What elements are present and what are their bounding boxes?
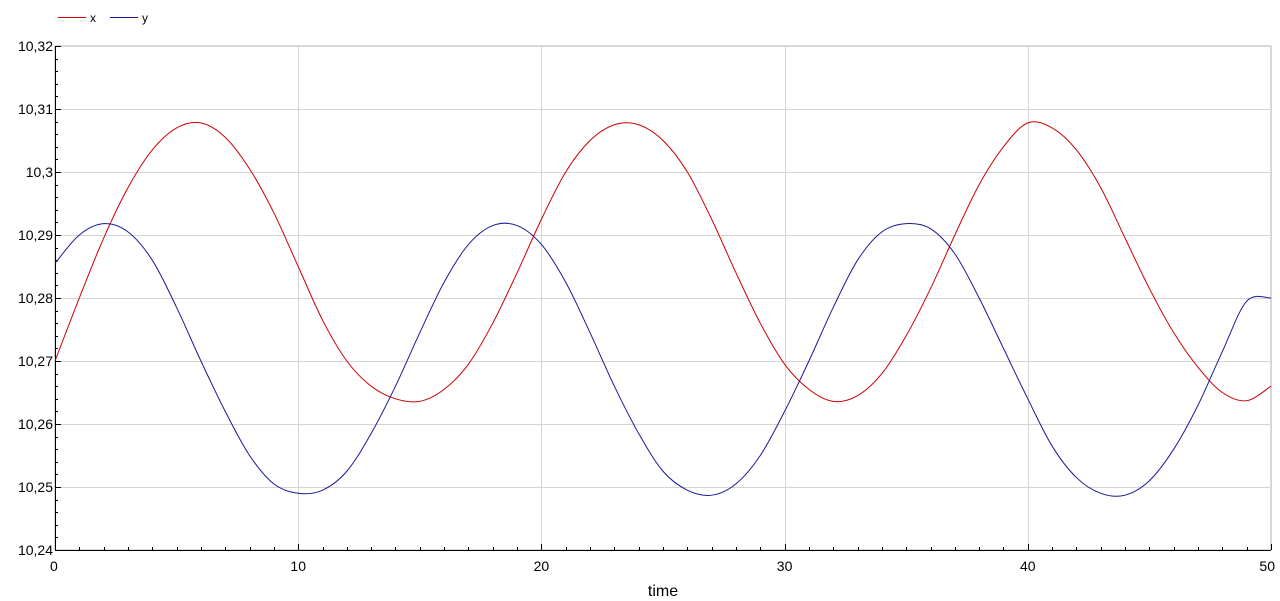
y-tick-label: 10,28 (18, 290, 53, 306)
y-tick-label: 10,29 (18, 227, 53, 243)
x-tick-label: 20 (534, 558, 550, 574)
y-tick-label: 10,27 (18, 353, 53, 369)
y-tick-label: 10,24 (18, 542, 53, 558)
legend-label-y: y (142, 11, 148, 25)
series-line-y (54, 222, 1272, 497)
axes: 0 10 20 30 40 50 10,24 10,25 10,26 10,27 10,28 10,2… (18, 38, 1275, 574)
x-tick-label: 0 (50, 558, 58, 574)
x-axis-title: time (648, 583, 678, 600)
series-group (54, 121, 1272, 497)
x-tick-label: 30 (777, 558, 793, 574)
series-line-x (54, 121, 1272, 403)
x-tick-label: 50 (1259, 558, 1275, 574)
y-tick-label: 10,25 (18, 479, 53, 495)
y-tick-label: 10,32 (18, 38, 53, 54)
x-tick-label: 40 (1020, 558, 1036, 574)
legend-label-x: x (90, 11, 96, 25)
y-tick-label: 10,31 (18, 101, 53, 117)
y-tick-label: 10,26 (18, 416, 53, 432)
y-tick-label: 10,3 (26, 164, 53, 180)
x-tick-label: 10 (290, 558, 306, 574)
